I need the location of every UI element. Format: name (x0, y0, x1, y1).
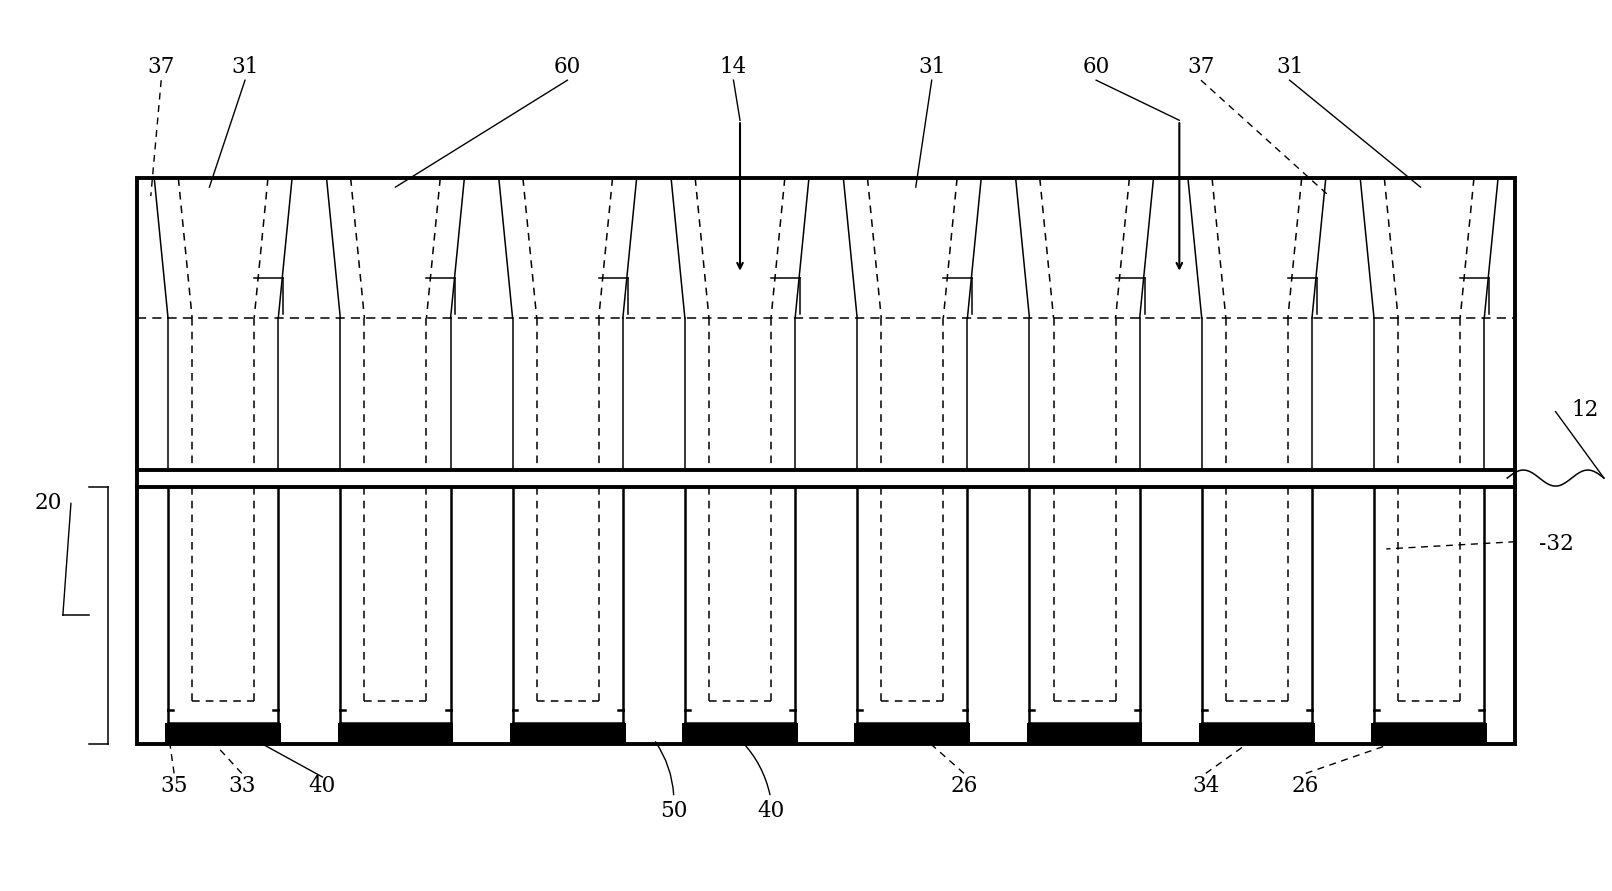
Bar (854, 723, 970, 743)
Text: 37: 37 (148, 56, 174, 78)
Bar (1027, 723, 1143, 743)
Text: 31: 31 (232, 56, 258, 78)
Bar (1199, 723, 1315, 743)
Bar (166, 723, 280, 743)
Text: 14: 14 (721, 56, 746, 78)
Text: 40: 40 (310, 775, 335, 797)
Bar (509, 723, 625, 743)
Text: -32: -32 (1539, 533, 1575, 554)
Text: 26: 26 (1293, 775, 1319, 797)
Text: 20: 20 (35, 493, 61, 514)
Text: 40: 40 (758, 800, 783, 822)
Bar (682, 723, 798, 743)
Bar (1372, 723, 1486, 743)
Text: 34: 34 (1193, 775, 1219, 797)
Bar (337, 723, 453, 743)
Text: 33: 33 (227, 775, 256, 797)
Text: 31: 31 (1277, 56, 1302, 78)
Text: 37: 37 (1188, 56, 1214, 78)
Text: 35: 35 (160, 775, 189, 797)
Text: 60: 60 (1083, 56, 1109, 78)
Text: 60: 60 (555, 56, 580, 78)
Text: 50: 50 (661, 800, 687, 822)
Bar (137, 178, 1515, 744)
Text: 26: 26 (951, 775, 977, 797)
Text: 12: 12 (1572, 399, 1599, 421)
Text: 31: 31 (919, 56, 945, 78)
